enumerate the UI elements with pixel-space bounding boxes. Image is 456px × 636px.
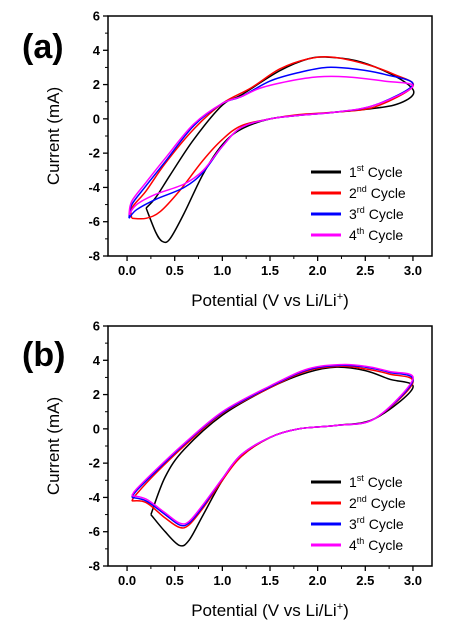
y-axis-label: Current (mA) (44, 397, 63, 495)
legend-entry-label: 4th Cycle (349, 226, 403, 243)
y-tick-label: 2 (93, 387, 100, 402)
x-tick-label: 1.0 (213, 263, 231, 278)
y-tick-label: 0 (93, 111, 100, 126)
series-line-cycle-4 (128, 75, 414, 216)
y-tick-label: 6 (93, 9, 100, 24)
y-tick-label: 2 (93, 77, 100, 92)
y-tick-label: 4 (93, 43, 101, 58)
y-tick-label: -6 (88, 214, 100, 229)
legend-entry-label: 2nd Cycle (349, 494, 406, 511)
y-tick-label: -2 (88, 146, 100, 161)
x-tick-label: 2.0 (309, 263, 327, 278)
x-tick-label: 0.5 (166, 573, 184, 588)
x-tick-label: 3.0 (404, 263, 422, 278)
y-tick-label: -4 (88, 490, 100, 505)
y-tick-label: -8 (88, 249, 100, 264)
x-tick-label: 0.5 (166, 263, 184, 278)
chart-panel-1: (a) -8 -6 -4 -2 0 2 4 6 0.0 0.5 1.0 1.5 2.0 2.5 3.0 Curr… (22, 9, 433, 310)
series-line-cycle-4 (131, 363, 414, 525)
series-line-cycle-3 (128, 66, 414, 219)
y-tick-label: 6 (93, 319, 100, 334)
legend-entry-label: 3rd Cycle (349, 205, 404, 222)
x-tick-label: 1.5 (261, 263, 279, 278)
x-axis-label: Potential (V vs Li/Li+) (191, 601, 349, 620)
x-tick-label: 3.0 (404, 573, 422, 588)
x-tick-label: 2.0 (309, 573, 327, 588)
x-tick-label: 2.5 (356, 573, 374, 588)
series-line-cycle-1 (145, 56, 415, 244)
legend-entry-label: 2nd Cycle (349, 184, 406, 201)
legend-entry-label: 1st Cycle (349, 163, 403, 180)
legend-entry-label: 1st Cycle (349, 473, 403, 490)
legend-entry-label: 4th Cycle (349, 536, 403, 553)
x-tick-label: 0.0 (118, 573, 136, 588)
x-tick-label: 1.5 (261, 573, 279, 588)
y-tick-label: -4 (88, 180, 100, 195)
x-axis-label: Potential (V vs Li/Li+) (191, 291, 349, 310)
y-axis-label: Current (mA) (44, 87, 63, 185)
y-tick-label: 4 (93, 353, 101, 368)
y-tick-label: -6 (88, 524, 100, 539)
y-tick-label: 0 (93, 421, 100, 436)
y-tick-label: -8 (88, 559, 100, 574)
panel-label: (a) (22, 28, 64, 66)
x-tick-label: 1.0 (213, 573, 231, 588)
panel-label: (b) (22, 336, 65, 374)
chart-panel-2: (b) -8 -6 -4 -2 0 2 4 6 0.0 0.5 1.0 1.5 2.0 2.5 3.0 Curr… (22, 319, 433, 620)
x-tick-label: 2.5 (356, 263, 374, 278)
y-tick-label: -2 (88, 456, 100, 471)
legend-entry-label: 3rd Cycle (349, 515, 404, 532)
x-tick-label: 0.0 (118, 263, 136, 278)
